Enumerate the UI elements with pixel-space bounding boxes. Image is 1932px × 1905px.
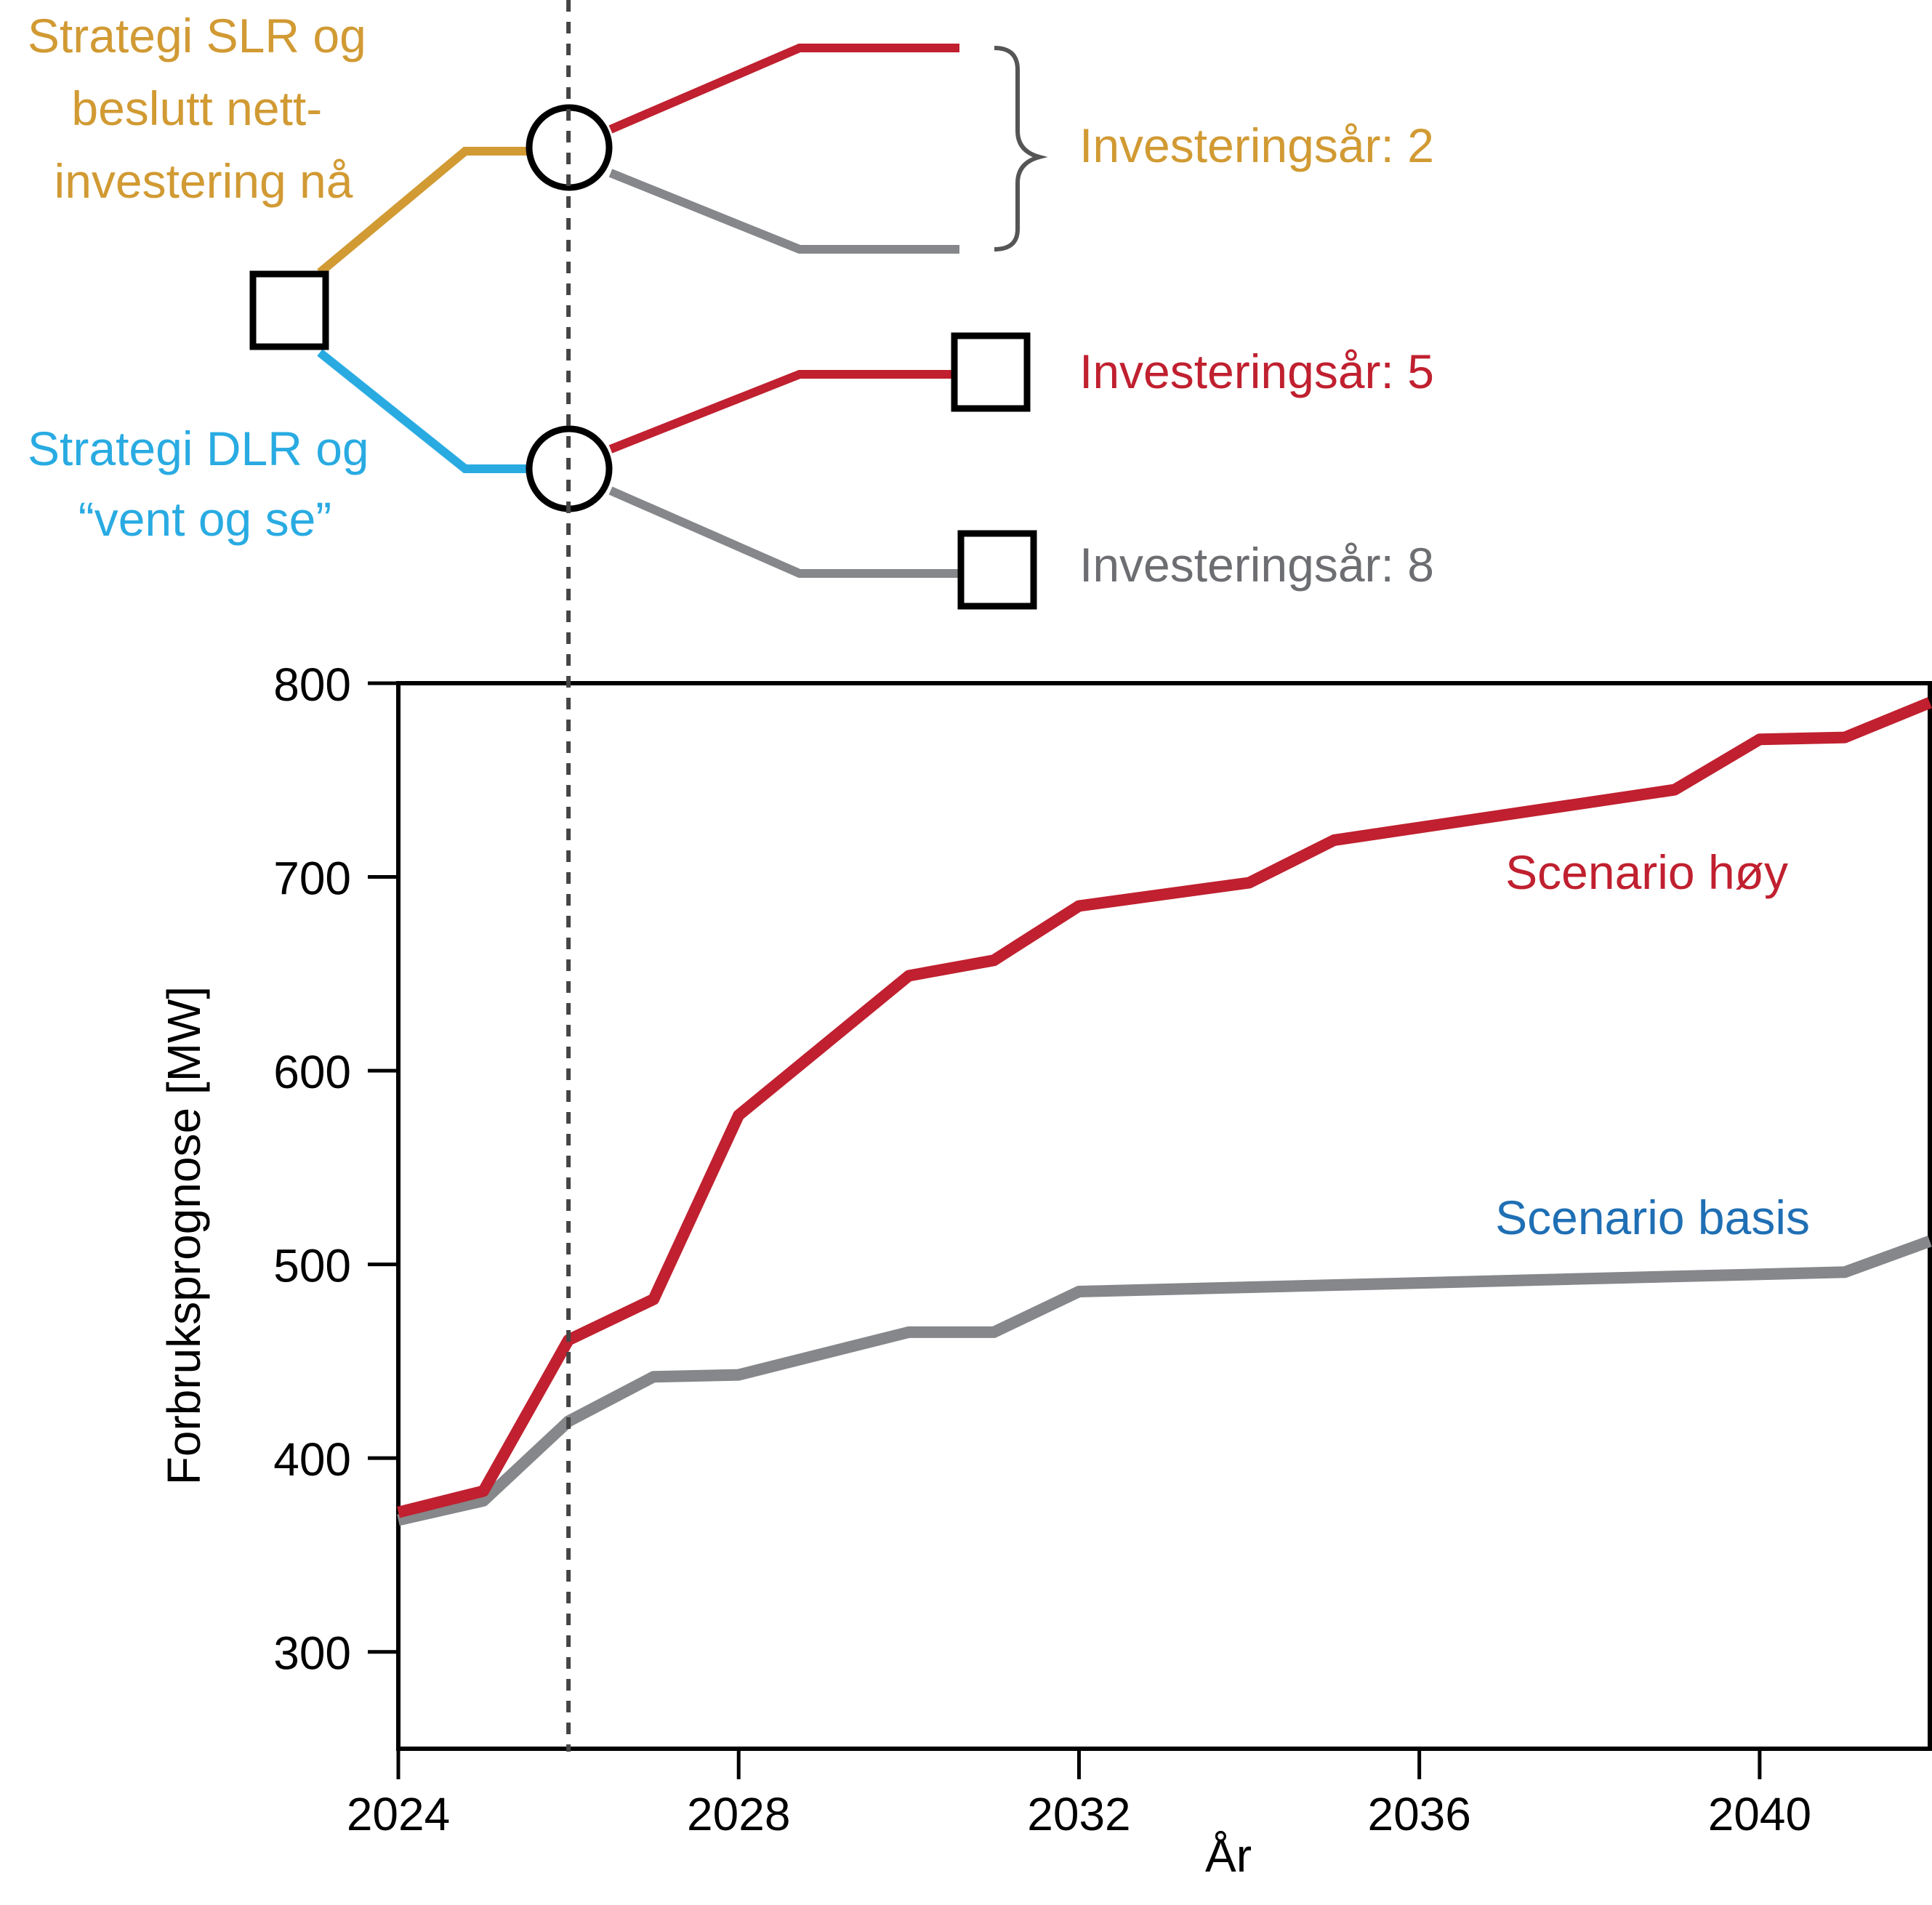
branch-strategy-slr [317, 147, 538, 276]
x-tick-label: 2036 [1367, 1788, 1470, 1840]
decision-tree: Strategi SLR og beslutt nett- investerin… [28, 9, 1434, 610]
branch-slr-high [608, 44, 959, 134]
decision-node-square [249, 270, 329, 350]
y-tick-label: 300 [273, 1627, 351, 1680]
curly-brace-icon [994, 46, 1048, 251]
x-axis: 2024 2028 2032 2036 2040 [347, 1749, 1811, 1840]
branch-slr-basis [608, 169, 959, 254]
end-node-8-square [957, 530, 1037, 610]
x-axis-label: År [1205, 1829, 1252, 1882]
plot-frame [396, 681, 1932, 1751]
end-node-5-square [951, 332, 1031, 412]
series-group [397, 697, 1932, 1526]
y-tick-label: 500 [273, 1240, 351, 1292]
chance-node-slr-circle [526, 104, 613, 191]
branch-strategy-dlr [317, 349, 538, 473]
outcome-5-label: Investeringsår: 5 [1079, 345, 1434, 398]
series-label-scenario-basis: Scenario basis [1495, 1191, 1810, 1244]
series-line-scenario-basis [397, 1236, 1932, 1526]
series-label-scenario-hoy: Scenario høy [1505, 845, 1788, 899]
branch-dlr-high [608, 370, 952, 454]
x-tick-label: 2024 [347, 1788, 450, 1840]
strategy-slr-label: Strategi SLR og beslutt nett- investerin… [28, 9, 379, 208]
y-tick-label: 700 [273, 853, 351, 905]
x-tick-label: 2028 [687, 1788, 790, 1840]
x-tick-label: 2032 [1027, 1788, 1130, 1840]
y-axis-label: Forbruksprognose [MW] [158, 986, 210, 1485]
y-tick-label: 400 [273, 1433, 351, 1486]
outcome-2-label: Investeringsår: 2 [1079, 118, 1434, 172]
y-axis: 300 400 500 600 700 800 [273, 659, 398, 1680]
y-tick-label: 800 [273, 659, 351, 711]
x-tick-label: 2040 [1708, 1788, 1811, 1840]
strategy-dlr-label: Strategi DLR og “vent og se” [28, 422, 382, 546]
y-tick-label: 600 [273, 1046, 351, 1098]
branch-dlr-basis [608, 486, 959, 578]
outcome-8-label: Investeringsår: 8 [1079, 538, 1434, 592]
series-line-scenario-hoy [397, 697, 1932, 1518]
